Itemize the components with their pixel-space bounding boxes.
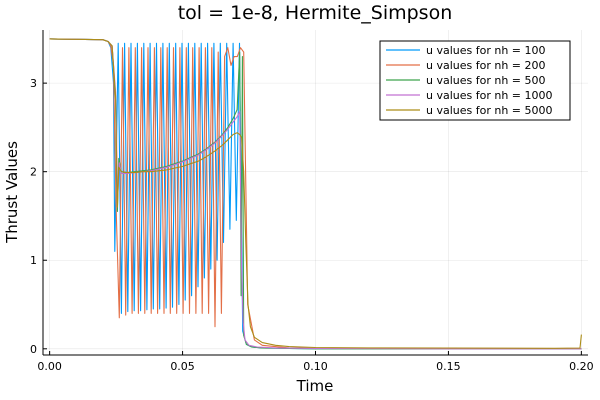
x-tick-label: 0.00	[37, 360, 62, 373]
x-tick-label: 0.10	[303, 360, 328, 373]
legend-label-2: u values for nh = 200	[426, 59, 546, 72]
legend-label-1: u values for nh = 100	[426, 44, 546, 57]
legend: u values for nh = 100 u values for nh = 2…	[379, 40, 571, 121]
y-axis-title: Thrust Values	[3, 141, 21, 244]
tick-marks: 0.00 0.05 0.10 0.15 0.20 0 1 2 3	[30, 77, 594, 373]
y-tick-label: 2	[30, 166, 37, 179]
series-line-1	[49, 38, 582, 350]
x-tick-label: 0.15	[436, 360, 461, 373]
legend-label-5: u values for nh = 5000	[426, 104, 553, 117]
y-tick-label: 0	[30, 343, 37, 356]
x-axis-title: Time	[296, 377, 334, 395]
series-line-2	[49, 38, 582, 350]
legend-label-3: u values for nh = 500	[426, 74, 546, 87]
y-tick-label: 3	[30, 77, 37, 90]
series-lines	[49, 38, 582, 350]
x-tick-label: 0.20	[569, 360, 594, 373]
legend-label-4: u values for nh = 1000	[426, 89, 553, 102]
x-tick-label: 0.05	[170, 360, 195, 373]
chart-title: tol = 1e-8, Hermite_Simpson	[178, 2, 453, 24]
series-line-5	[49, 38, 582, 349]
y-tick-label: 1	[30, 254, 37, 267]
